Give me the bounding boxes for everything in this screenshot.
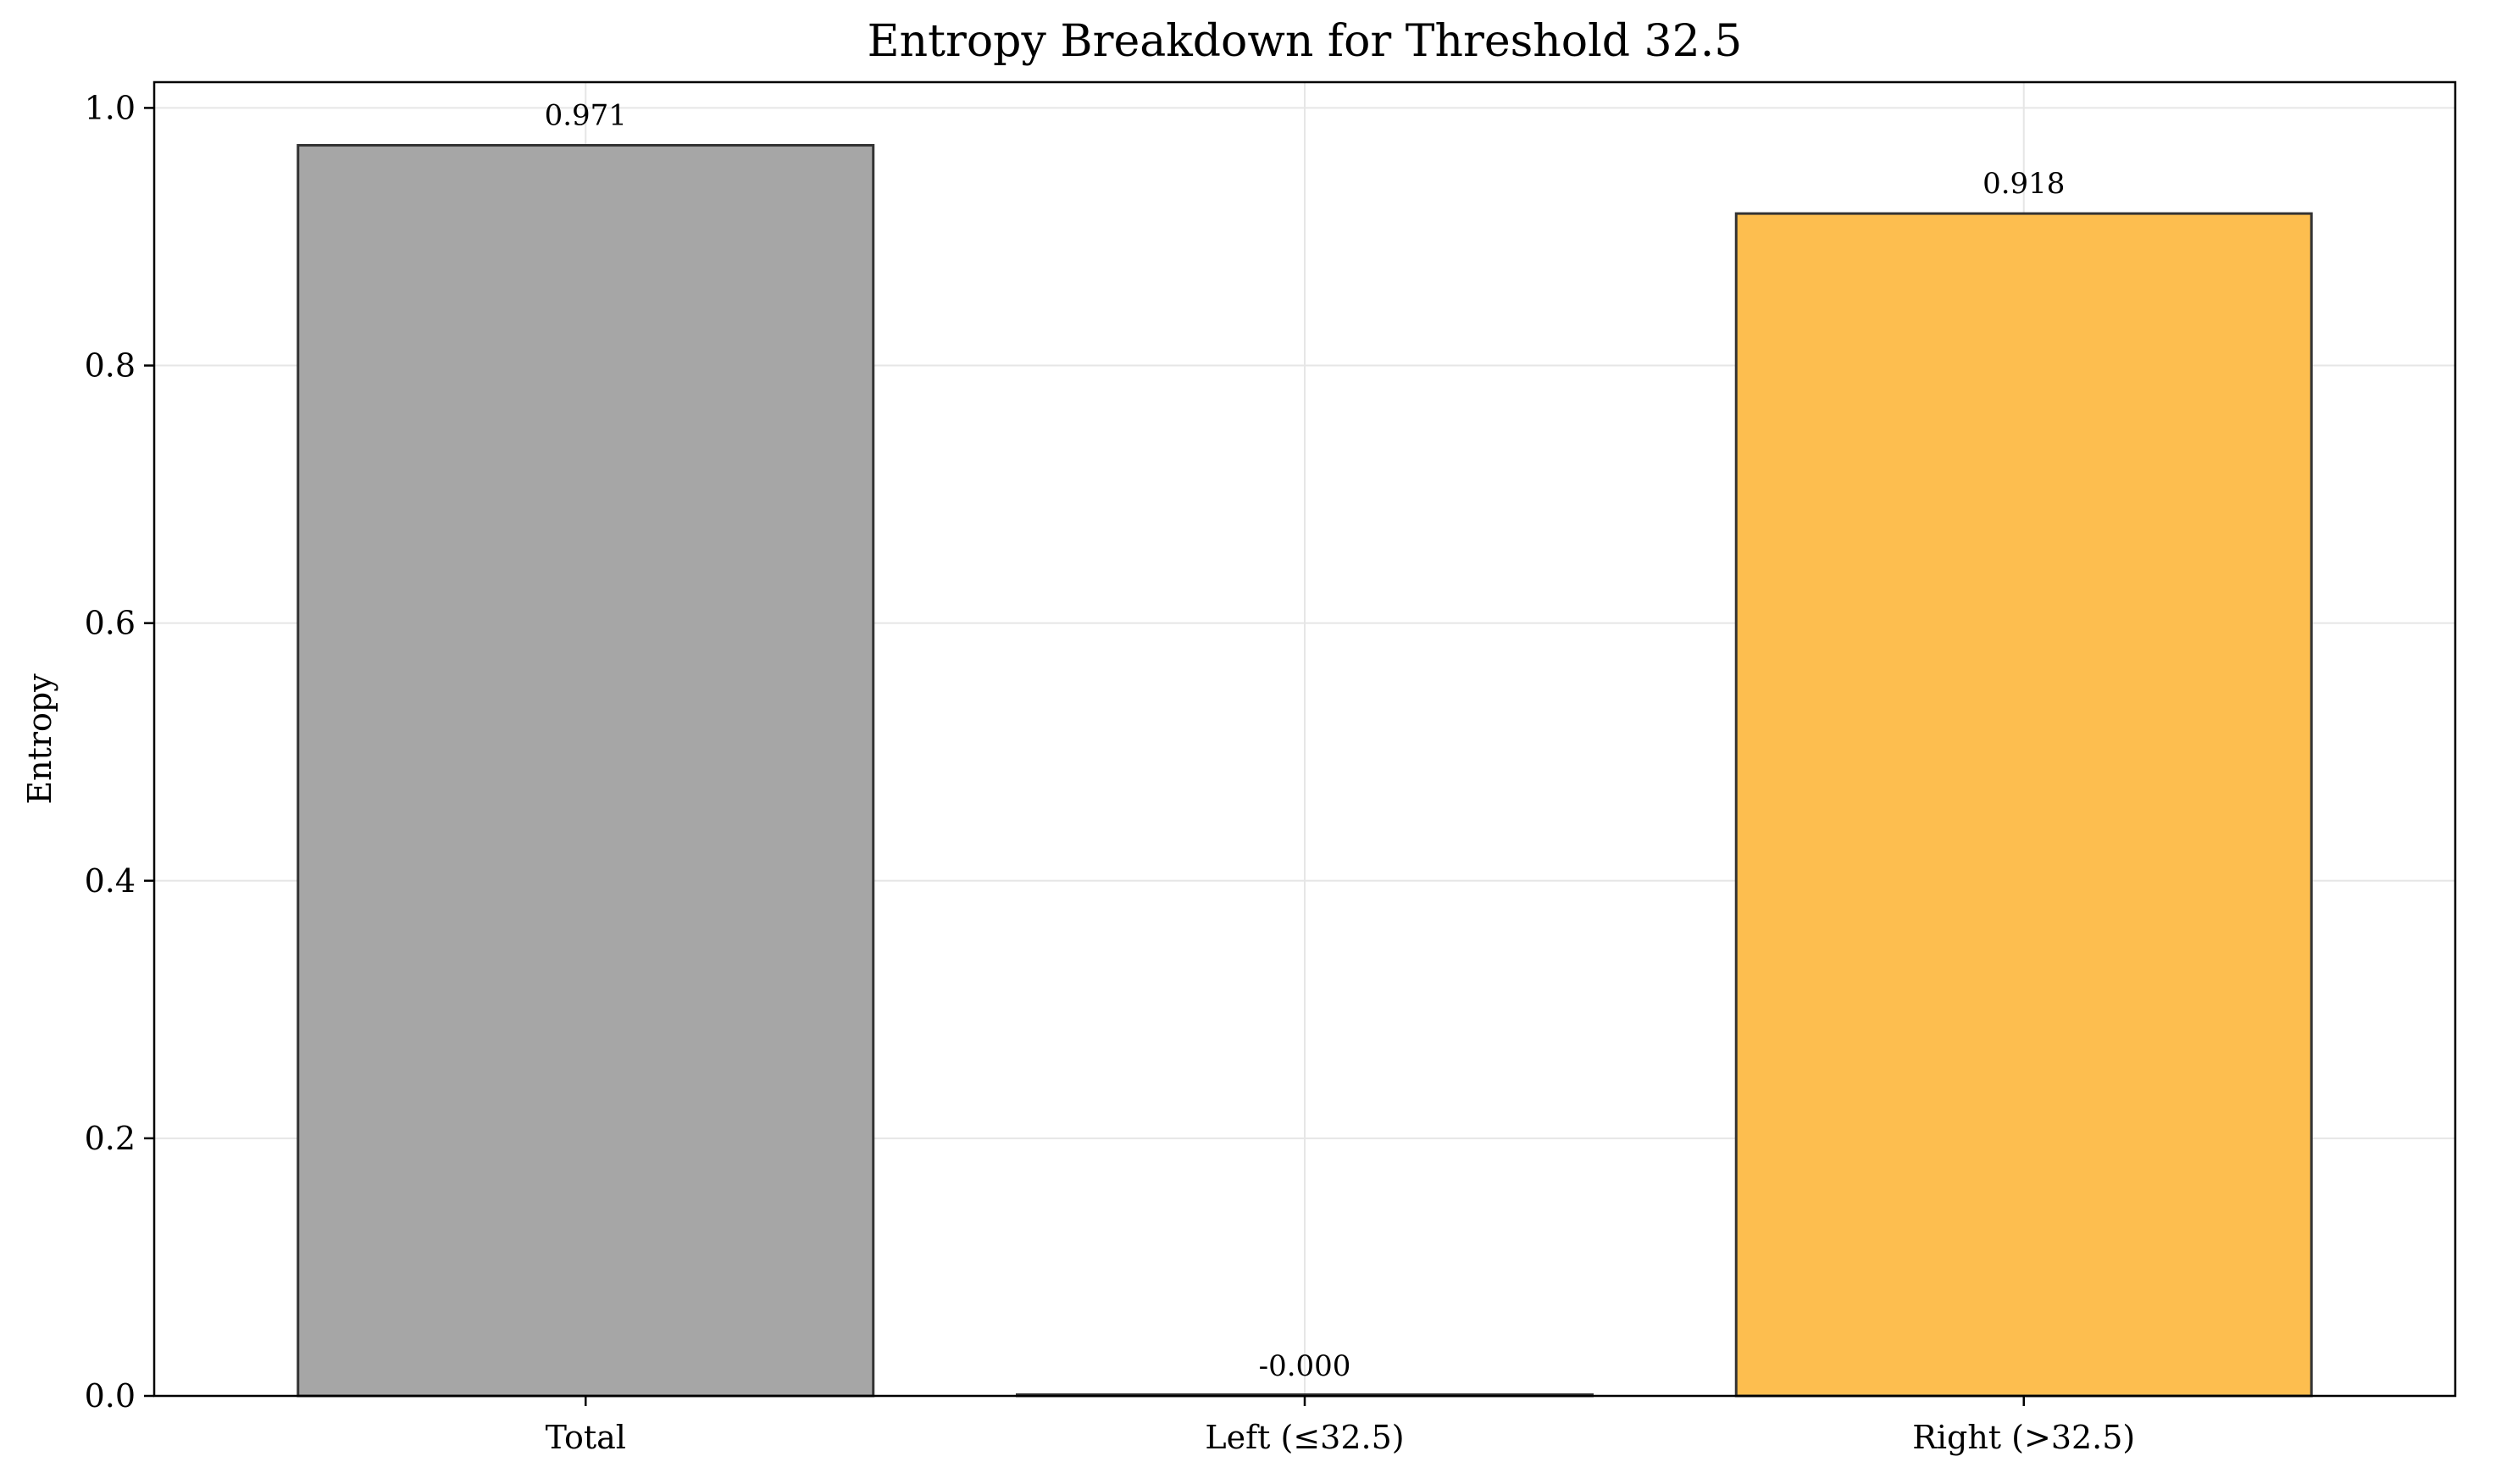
y-tick-label-0: 0.0	[85, 1377, 136, 1415]
x-tick-label-1: Left (≤32.5)	[1205, 1419, 1404, 1456]
y-tick-label-3: 0.6	[85, 605, 136, 642]
y-tick-label-2: 0.4	[85, 862, 136, 900]
data-label-1: -0.000	[1259, 1349, 1351, 1383]
x-tick-label-0: Total	[546, 1419, 626, 1456]
y-axis-label: Entropy	[21, 673, 58, 805]
bar-0	[297, 144, 875, 1398]
bars	[297, 144, 2313, 1398]
chart-title: Entropy Breakdown for Threshold 32.5	[868, 16, 1743, 67]
y-axis-ticks: 0.0 0.2 0.4 0.6 0.8 1.0	[85, 89, 154, 1415]
data-label-2: 0.918	[1982, 167, 2065, 201]
x-axis-ticks: Total Left (≤32.5) Right (>32.5)	[546, 1396, 2135, 1456]
data-label-0: 0.971	[545, 99, 627, 133]
x-tick-label-2: Right (>32.5)	[1912, 1419, 2135, 1456]
data-labels: 0.971 -0.000 0.918	[545, 99, 2066, 1383]
y-tick-label-1: 0.2	[85, 1120, 136, 1157]
bar-2	[1734, 212, 2313, 1398]
y-tick-label-4: 0.8	[85, 347, 136, 385]
y-tick-label-5: 1.0	[85, 89, 136, 126]
